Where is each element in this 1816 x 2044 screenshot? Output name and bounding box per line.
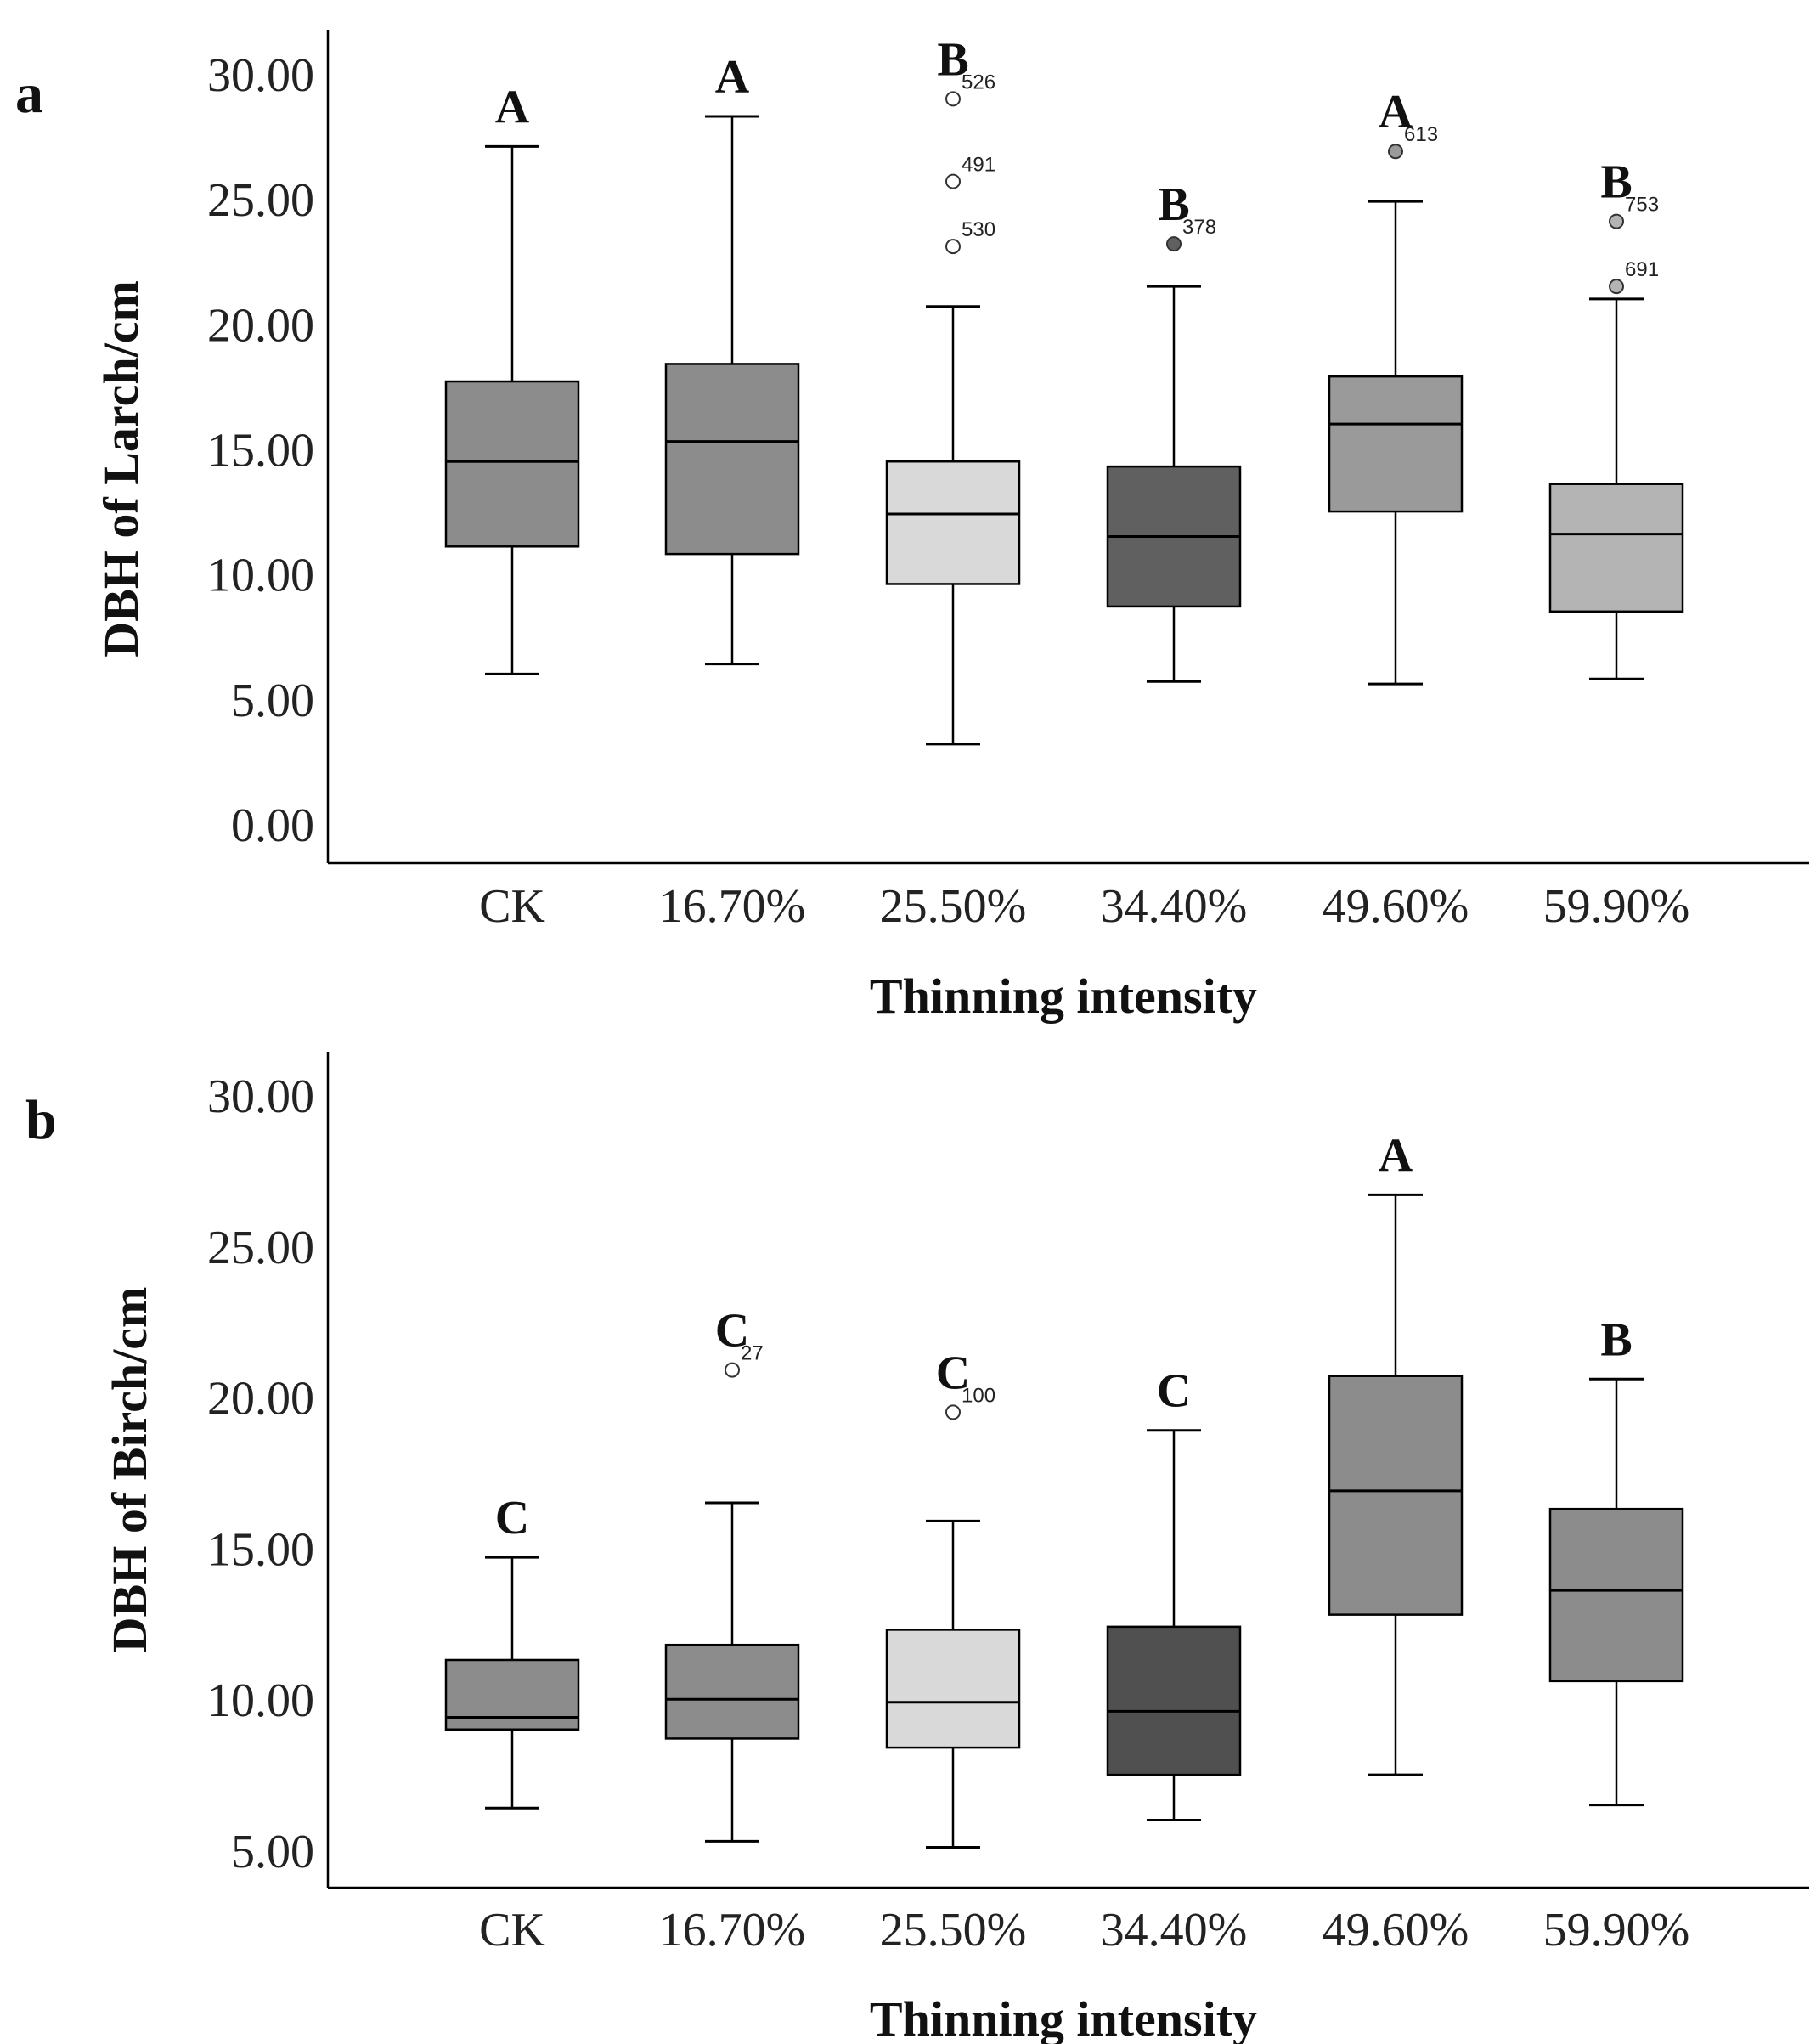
x-tick-label: 49.60% (1323, 1904, 1469, 1956)
box-iqr (1106, 1625, 1242, 1776)
x-tick-label: 59.90% (1543, 1904, 1690, 1956)
panel-b-label: b (25, 1089, 57, 1151)
outlier-point (945, 173, 961, 189)
x-tick-label: CK (479, 1904, 545, 1956)
group-letter: B (937, 33, 968, 86)
y-tick-label: 10.00 (207, 1674, 314, 1727)
outlier-point (1166, 236, 1182, 252)
x-tick-label: 34.40% (1101, 1904, 1248, 1956)
box-iqr (664, 363, 800, 556)
box-iqr (885, 1629, 1021, 1749)
x-tick-label: 49.60% (1323, 880, 1469, 933)
y-tick-label: 10.00 (207, 550, 314, 602)
panel-a-plot: 0.00 5.00 10.00 15.00 20.00 25.00 30.00 CK 16.70… (207, 30, 1809, 933)
outlier-label: 100 (962, 1384, 995, 1407)
group-letter: A (495, 81, 530, 133)
outlier-label: 491 (962, 154, 995, 177)
y-tick-label: 15.00 (207, 1523, 314, 1576)
panel-b-ylabel: DBH of Birch/cm (102, 1287, 157, 1653)
y-tick-label: 20.00 (207, 299, 314, 352)
outlier-label: 378 (1182, 216, 1216, 239)
y-tick-label: 5.00 (231, 675, 314, 727)
x-tick-label: 16.70% (659, 1904, 806, 1956)
group-letter: B (1600, 1313, 1632, 1366)
outlier-label: 613 (1404, 123, 1438, 146)
group-letter: B (1158, 178, 1189, 231)
box-iqr (1328, 1375, 1464, 1616)
group-letter: C (495, 1492, 529, 1544)
y-tick-label: 25.00 (207, 174, 314, 227)
group-letter: A (1379, 1129, 1413, 1182)
y-tick-label: 0.00 (231, 799, 314, 852)
x-tick-label: 25.50% (880, 880, 1027, 933)
outlier-point (725, 1362, 740, 1378)
box-iqr (1548, 1507, 1684, 1683)
y-tick-label: 20.00 (207, 1373, 314, 1426)
panel-a-label: a (15, 63, 43, 125)
group-letter: A (715, 51, 750, 104)
box-iqr (1548, 483, 1684, 613)
outlier-point (945, 91, 961, 107)
group-letter: C (936, 1347, 970, 1399)
x-tick-label: 16.70% (659, 880, 806, 933)
x-tick-label: 25.50% (880, 1904, 1027, 1956)
box-iqr (444, 380, 580, 548)
panel-b-plot: 5.00 10.00 15.00 20.00 25.00 30.00 CK 16.70% 25.… (207, 1052, 1809, 1956)
outlier-point (1388, 144, 1403, 160)
x-tick-label: 34.40% (1101, 880, 1248, 933)
y-tick-label: 15.00 (207, 425, 314, 477)
panel-a-xlabel: Thinning intensity (870, 968, 1257, 1024)
group-letter: A (1379, 86, 1413, 138)
y-tick-label: 5.00 (231, 1826, 314, 1878)
outlier-label: 691 (1625, 258, 1659, 281)
outlier-label: 27 (741, 1342, 764, 1365)
panel-b-xlabel: Thinning intensity (870, 1991, 1257, 2044)
outlier-point (945, 239, 961, 255)
group-letter: C (715, 1305, 749, 1358)
box-iqr (664, 1643, 800, 1740)
y-tick-label: 25.00 (207, 1222, 314, 1274)
x-tick-label: 59.90% (1543, 880, 1690, 933)
outlier-label: 526 (962, 71, 995, 93)
y-tick-label: 30.00 (207, 49, 314, 102)
box-iqr (444, 1658, 580, 1731)
outlier-point (1609, 213, 1624, 229)
group-letter: C (1157, 1365, 1191, 1418)
outlier-point (945, 1404, 961, 1420)
x-tick-label: CK (479, 880, 545, 933)
y-tick-label: 30.00 (207, 1070, 314, 1123)
panel-a-ylabel: DBH of Larch/cm (93, 280, 149, 658)
outlier-label: 753 (1625, 194, 1659, 217)
outlier-label: 530 (962, 218, 995, 241)
box-iqr (885, 460, 1021, 585)
box-iqr (1328, 375, 1464, 513)
group-letter: B (1600, 156, 1632, 209)
outlier-point (1609, 279, 1624, 295)
